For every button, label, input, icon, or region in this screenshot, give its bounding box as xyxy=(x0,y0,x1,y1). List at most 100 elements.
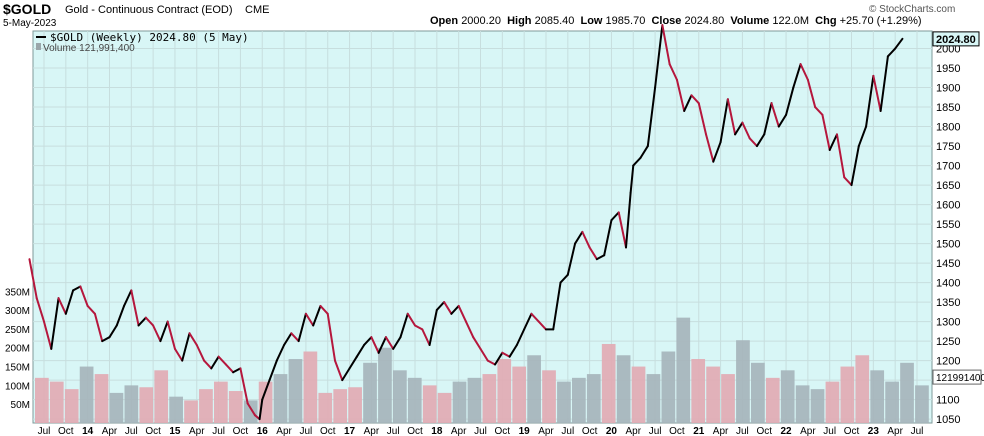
x-tick-label: Jul xyxy=(387,426,400,436)
price-segment xyxy=(159,320,169,343)
price-segment xyxy=(239,367,249,405)
volume-bar xyxy=(736,340,750,423)
price-segment xyxy=(588,246,598,261)
price-tick-label: 1600 xyxy=(936,200,960,212)
x-tick-label: 18 xyxy=(431,426,443,436)
price-segment xyxy=(581,230,591,249)
last-volume-label: 121991400 xyxy=(936,373,984,384)
volume-bar xyxy=(407,377,422,423)
volume-bar xyxy=(721,374,735,423)
price-segment xyxy=(654,24,664,89)
x-tick-label: Jul xyxy=(212,426,225,436)
volume-bar xyxy=(437,392,452,423)
price-segment xyxy=(865,74,875,128)
volume-tick-label: 250M xyxy=(5,325,30,336)
price-segment xyxy=(450,304,460,315)
price-segment xyxy=(283,332,293,346)
price-segment xyxy=(232,367,242,374)
price-segment xyxy=(835,133,846,179)
price-segment xyxy=(210,355,220,370)
volume-value: 122.0M xyxy=(772,15,810,27)
x-tick-label: Oct xyxy=(320,426,336,436)
volume-tick-label: 50M xyxy=(11,400,30,411)
price-segment xyxy=(748,137,758,148)
price-segment xyxy=(101,336,111,343)
price-segment xyxy=(537,320,547,331)
volume-bar xyxy=(258,381,273,423)
x-tick-label: Jul xyxy=(561,426,574,436)
volume-bar xyxy=(870,370,885,423)
price-segment xyxy=(130,289,140,327)
x-tick-label: Oct xyxy=(145,426,161,436)
price-segment xyxy=(821,113,831,151)
x-tick-label: Apr xyxy=(538,426,554,436)
volume-bar xyxy=(661,351,676,423)
price-segment xyxy=(173,347,184,362)
price-segment xyxy=(675,78,686,112)
volume-bar xyxy=(184,400,198,423)
price-segment xyxy=(457,304,467,323)
volume-bar xyxy=(631,366,646,423)
x-tick-label: 14 xyxy=(82,426,94,436)
price-tick-label: 1700 xyxy=(936,161,960,173)
volume-bar xyxy=(124,385,139,423)
volume-bar xyxy=(288,359,303,423)
volume-bar xyxy=(79,366,94,423)
x-tick-label: Jul xyxy=(823,426,836,436)
price-segment xyxy=(799,63,809,81)
price-tick-label: 1300 xyxy=(936,317,960,329)
price-segment xyxy=(414,324,424,331)
price-segment xyxy=(479,347,489,362)
x-tick-label: Oct xyxy=(844,426,860,436)
price-segment xyxy=(639,145,649,159)
close-value: 2024.80 xyxy=(684,15,725,27)
ohlc-readout: Open 2000.20 High 2085.40 Low 1985.70 Cl… xyxy=(430,15,922,27)
price-segment xyxy=(435,301,446,311)
volume-bar xyxy=(691,359,706,423)
x-tick-label: Oct xyxy=(495,426,511,436)
price-tick-label: 1400 xyxy=(936,278,960,290)
price-tick-label: 1750 xyxy=(936,141,960,153)
price-segment xyxy=(552,281,562,331)
volume-bar xyxy=(363,362,377,423)
plot-area xyxy=(32,30,933,424)
price-segment xyxy=(348,355,358,370)
price-segment xyxy=(814,106,824,116)
price-tick-label: 1950 xyxy=(936,63,960,75)
price-segment xyxy=(35,297,45,323)
volume-bar xyxy=(572,377,586,423)
price-segment xyxy=(428,308,438,346)
price-segment xyxy=(86,304,96,315)
price-tick-label: 1350 xyxy=(936,297,960,309)
price-segment xyxy=(625,191,632,249)
x-tick-label: Jul xyxy=(38,426,51,436)
price-segment xyxy=(668,63,678,81)
price-segment xyxy=(93,312,104,343)
chart-date: 5-May-2023 xyxy=(3,18,57,29)
price-segment xyxy=(894,37,904,50)
high-label: High xyxy=(507,15,532,27)
price-segment xyxy=(326,312,336,362)
x-tick-label: 17 xyxy=(344,426,356,436)
price-segment xyxy=(632,156,642,167)
price-segment xyxy=(857,125,868,148)
x-tick-label: Apr xyxy=(102,426,118,436)
price-segment xyxy=(152,324,162,343)
volume-bar xyxy=(243,400,258,423)
volume-bar xyxy=(303,351,318,423)
last-price-label: 2024.80 xyxy=(936,34,976,46)
volume-bar xyxy=(795,385,810,423)
price-segment xyxy=(530,312,540,323)
price-tick-label: 1250 xyxy=(936,336,960,348)
price-segment xyxy=(108,324,118,339)
price-segment xyxy=(443,301,453,315)
price-tick-label: 1650 xyxy=(936,180,960,192)
price-segment xyxy=(290,332,300,343)
x-tick-label: 22 xyxy=(780,426,792,436)
volume-bar xyxy=(422,385,437,423)
price-segment xyxy=(195,343,206,362)
price-segment xyxy=(370,336,380,354)
price-segment xyxy=(719,98,729,144)
volume-bar xyxy=(601,343,616,423)
volume-bar xyxy=(751,362,765,423)
